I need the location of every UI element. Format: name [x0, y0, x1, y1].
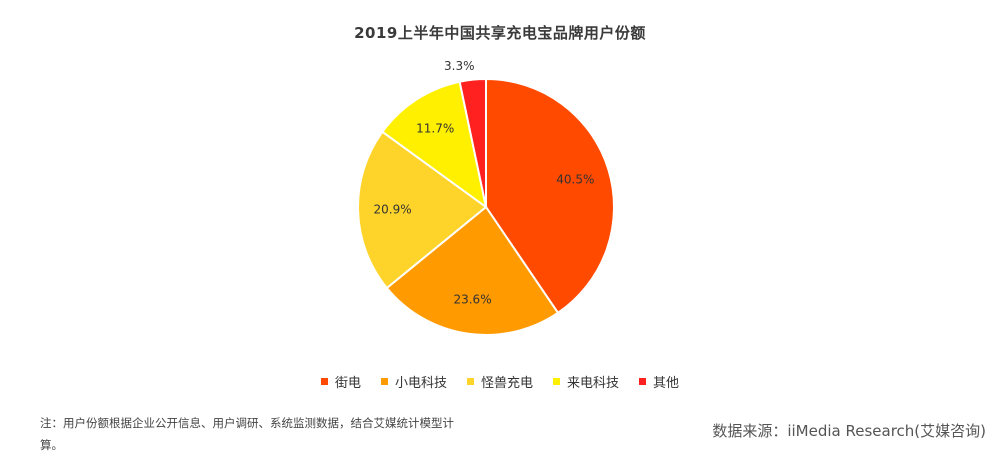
pie-slice [458, 77, 487, 208]
legend-label: 街电 [334, 376, 361, 391]
legend-item: 小电科技 [380, 372, 447, 391]
legend-swatch [380, 378, 388, 385]
legend-item: 来电科技 [553, 372, 619, 391]
pie-slice [381, 80, 488, 210]
legend-label: 其他 [653, 376, 680, 391]
slice-label: 23.6% [453, 292, 491, 306]
legend-item: 怪兽充电 [466, 372, 533, 391]
legend-swatch [466, 378, 474, 385]
slice-label: 20.9% [374, 203, 412, 217]
legend-swatch [553, 378, 560, 385]
footnote: 注：用户份额根据企业公开信息、用户调研、系统监测数据，结合艾媒统计模型计算。 [40, 416, 454, 452]
legend-swatch [639, 378, 647, 385]
slice-label: 40.5% [556, 173, 594, 187]
slice-label: 3.3% [444, 59, 475, 73]
pie-slice [357, 130, 488, 290]
data-source: 数据来源：iiMedia Research(艾媒咨询) [712, 422, 986, 440]
chart-title: 2019上半年中国共享充电宝品牌用户份额 [354, 24, 646, 42]
slice-label: 11.7% [416, 122, 454, 136]
pie-slice [485, 77, 615, 315]
legend-item: 街电 [320, 372, 361, 391]
legend-swatch [320, 378, 328, 385]
chart-legend: 街电 小电科技 怪兽充电 来电科技 其他 [0, 372, 1000, 391]
legend-label: 来电科技 [567, 376, 620, 391]
legend-label: 怪兽充电 [480, 376, 533, 391]
legend-label: 小电科技 [394, 376, 447, 391]
pie-slice [385, 205, 560, 336]
legend-item: 其他 [639, 372, 679, 391]
